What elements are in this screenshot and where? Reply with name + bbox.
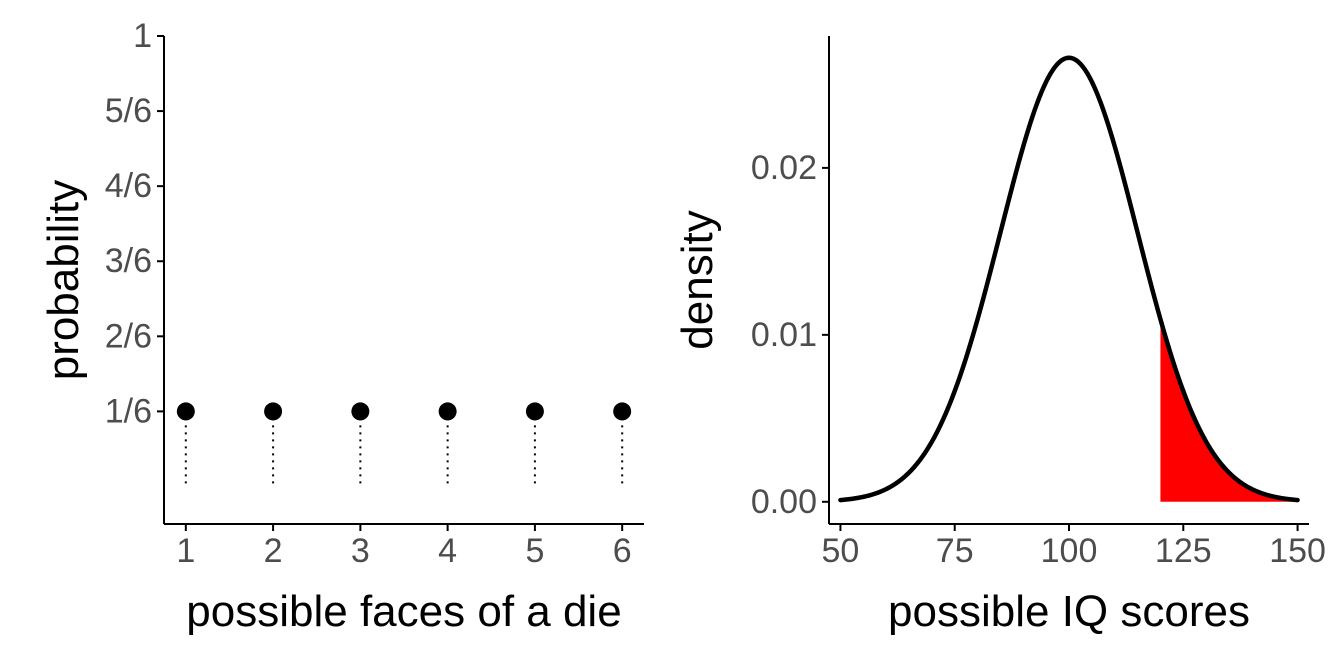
left-x-tick-label: 4 [438,532,457,570]
right-y-tick-label: 0.02 [751,149,817,187]
left-y-tick-label: 5/6 [105,92,152,130]
probability-point [351,402,370,421]
right-x-tick-label: 150 [1269,532,1326,570]
left-x-axis-title: possible faces of a die [186,587,621,636]
left-x-tick-label: 2 [264,532,283,570]
density-curve [838,55,1300,503]
left-y-axis-title: probability [39,180,88,381]
probability-point [613,402,632,421]
probability-point [525,402,544,421]
left-y-tick-label: 2/6 [105,317,152,355]
probability-point [176,402,195,421]
left-x-tick-label: 6 [613,532,632,570]
right-x-tick-label: 100 [1041,532,1098,570]
left-x-tick-label: 5 [525,532,544,570]
iq-density-panel: 0.00 0.01 0.02 50 75 100 125 150 possible IQ sco… [673,36,1326,636]
left-y-tick-label: 4/6 [105,167,152,205]
right-x-axis-title: possible IQ scores [888,587,1250,636]
die-probability-panel: 1/6 2/6 3/6 4/6 5/6 1 1 2 3 4 5 6 possible faces of … [39,17,644,636]
right-y-tick-label: 0.01 [751,316,817,354]
right-y-axis-title: density [673,210,722,349]
left-x-tick-label: 1 [176,532,195,570]
left-x-tick-label: 3 [351,532,370,570]
right-x-tick-label: 50 [822,532,860,570]
right-y-tick-label: 0.00 [751,483,817,521]
left-y-tick-label: 3/6 [105,242,152,280]
left-y-tick-label: 1 [133,17,152,55]
right-x-tick-label: 75 [936,532,974,570]
left-y-tick-label: 1/6 [105,392,152,430]
shaded-tail-area [1160,319,1298,502]
right-x-tick-label: 125 [1155,532,1212,570]
probability-point [438,402,457,421]
probability-point [264,402,283,421]
